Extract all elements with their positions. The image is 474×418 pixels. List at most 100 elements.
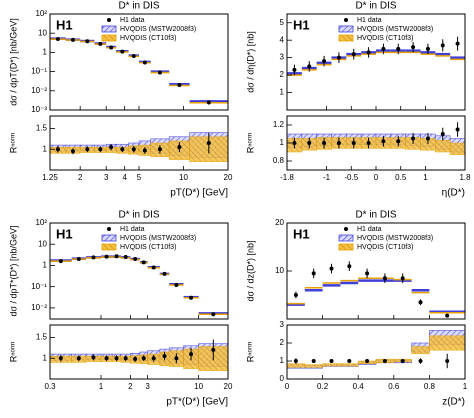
data-point: [381, 46, 386, 51]
plot-frame: [49, 222, 229, 320]
ratio-band: [286, 363, 306, 368]
legend-swatch: [101, 243, 117, 251]
ratio-band: [429, 335, 466, 351]
x-tick-label: 1: [463, 382, 468, 391]
ratio-band: [340, 363, 359, 367]
ratio-point: [71, 149, 76, 154]
data-point: [329, 266, 334, 271]
panel-title: D* in DIS: [355, 210, 396, 221]
data-point: [311, 271, 316, 276]
ratio-point: [123, 356, 128, 361]
x-tick-label: 0.5: [395, 173, 407, 182]
x-tick-label: 0: [285, 382, 290, 391]
data-point: [189, 295, 194, 300]
legend-label: HVQDIS (CT10f3): [357, 244, 413, 251]
y-axis-title: dσ / dz(D*) [nb]: [245, 240, 255, 301]
data-point: [400, 276, 405, 281]
data-point: [411, 45, 416, 50]
x-tick-label: -1: [323, 173, 331, 182]
ratio-y-tick-label: 1: [43, 144, 48, 153]
y-axis-title: dσ / dη(D*) [nb]: [245, 31, 255, 93]
data-point: [58, 259, 63, 264]
x-tick-label: 1.25: [42, 173, 58, 182]
panel-title: D* in DIS: [355, 1, 396, 12]
x-axis-title: η(D*): [442, 188, 465, 199]
data-point: [336, 55, 341, 60]
data-point: [91, 255, 96, 260]
ratio-point: [120, 147, 125, 152]
data-point: [151, 265, 156, 270]
ratio-point: [114, 356, 119, 361]
legend-label: HVQDIS (CT10f3): [357, 35, 413, 42]
data-point: [307, 64, 312, 69]
data-point: [425, 46, 430, 51]
data-point: [351, 52, 356, 57]
ratio-y-axis-title: Rⁿᵒʳᵐ: [8, 342, 18, 363]
x-tick-label: 10: [179, 173, 188, 182]
y-tick-label: 10²: [35, 218, 47, 227]
data-point: [322, 59, 327, 64]
ratio-point: [311, 359, 316, 363]
x-tick-label: 20: [224, 382, 233, 391]
data-point: [141, 260, 146, 265]
x-tick-label: 10: [194, 382, 203, 391]
ratio-point: [347, 359, 352, 363]
experiment-label: H1: [56, 17, 73, 32]
ratio-point: [329, 359, 334, 363]
data-point: [109, 45, 114, 50]
x-tick-label: -1.8: [280, 173, 294, 182]
ratio-point: [425, 136, 430, 141]
y-tick-label: 20: [275, 218, 284, 227]
y-tick-label: 10: [275, 266, 284, 275]
ratio-y-tick-label: 0: [280, 374, 285, 383]
data-point: [347, 264, 352, 269]
ratio-point: [206, 141, 211, 145]
legend-label: HVQDIS (MSTW2008f3): [357, 235, 433, 242]
ratio-point: [157, 147, 162, 152]
legend-swatch: [338, 243, 354, 251]
x-tick-label: 0.4: [353, 382, 365, 391]
data-point: [293, 293, 298, 297]
data-point: [455, 41, 460, 46]
legend-swatch: [338, 25, 354, 33]
legend-label: H1 data: [357, 226, 382, 233]
ratio-point: [98, 147, 103, 152]
x-tick-label: 2: [128, 382, 133, 391]
x-tick-label: 2: [78, 173, 83, 182]
y-tick-label: 10⁻¹: [31, 67, 47, 76]
data-point: [382, 276, 387, 281]
legend-marker: [107, 18, 111, 22]
x-axis-title: pT*(D*) [GeV]: [166, 397, 228, 408]
y-tick-label: 4: [280, 35, 285, 44]
ratio-point: [151, 356, 156, 361]
y-tick-label: 5: [280, 18, 285, 27]
ratio-point: [382, 359, 387, 363]
legend-label: H1 data: [120, 17, 145, 24]
x-tick-label: 0.8: [424, 382, 436, 391]
ratio-point: [307, 141, 312, 145]
ratio-point: [133, 357, 138, 362]
legend-label: HVQDIS (CT10f3): [120, 244, 176, 251]
ratio-y-tick-label: 1.2: [273, 120, 285, 129]
experiment-label: H1: [293, 17, 310, 32]
y-tick-label: 1: [43, 48, 48, 57]
ratio-band: [435, 140, 451, 153]
legend-swatch: [101, 234, 117, 242]
x-tick-label: 4: [122, 173, 127, 182]
ratio-point: [411, 136, 416, 141]
legend-marker: [344, 18, 348, 22]
y-tick-label: 10⁻²: [31, 86, 47, 95]
y-tick-label: 3: [280, 53, 285, 62]
ratio-frame: [49, 324, 229, 380]
ratio-point: [142, 148, 147, 153]
x-tick-label: -0.5: [344, 173, 358, 182]
x-tick-label: 1: [99, 382, 104, 391]
x-tick-label: 1.8: [459, 173, 471, 182]
legend-swatch: [338, 234, 354, 242]
ratio-point: [336, 141, 341, 145]
x-tick-label: 0: [374, 173, 379, 182]
ratio-point: [381, 139, 386, 144]
x-tick-label: 0.3: [44, 382, 56, 391]
ratio-point: [177, 145, 182, 150]
